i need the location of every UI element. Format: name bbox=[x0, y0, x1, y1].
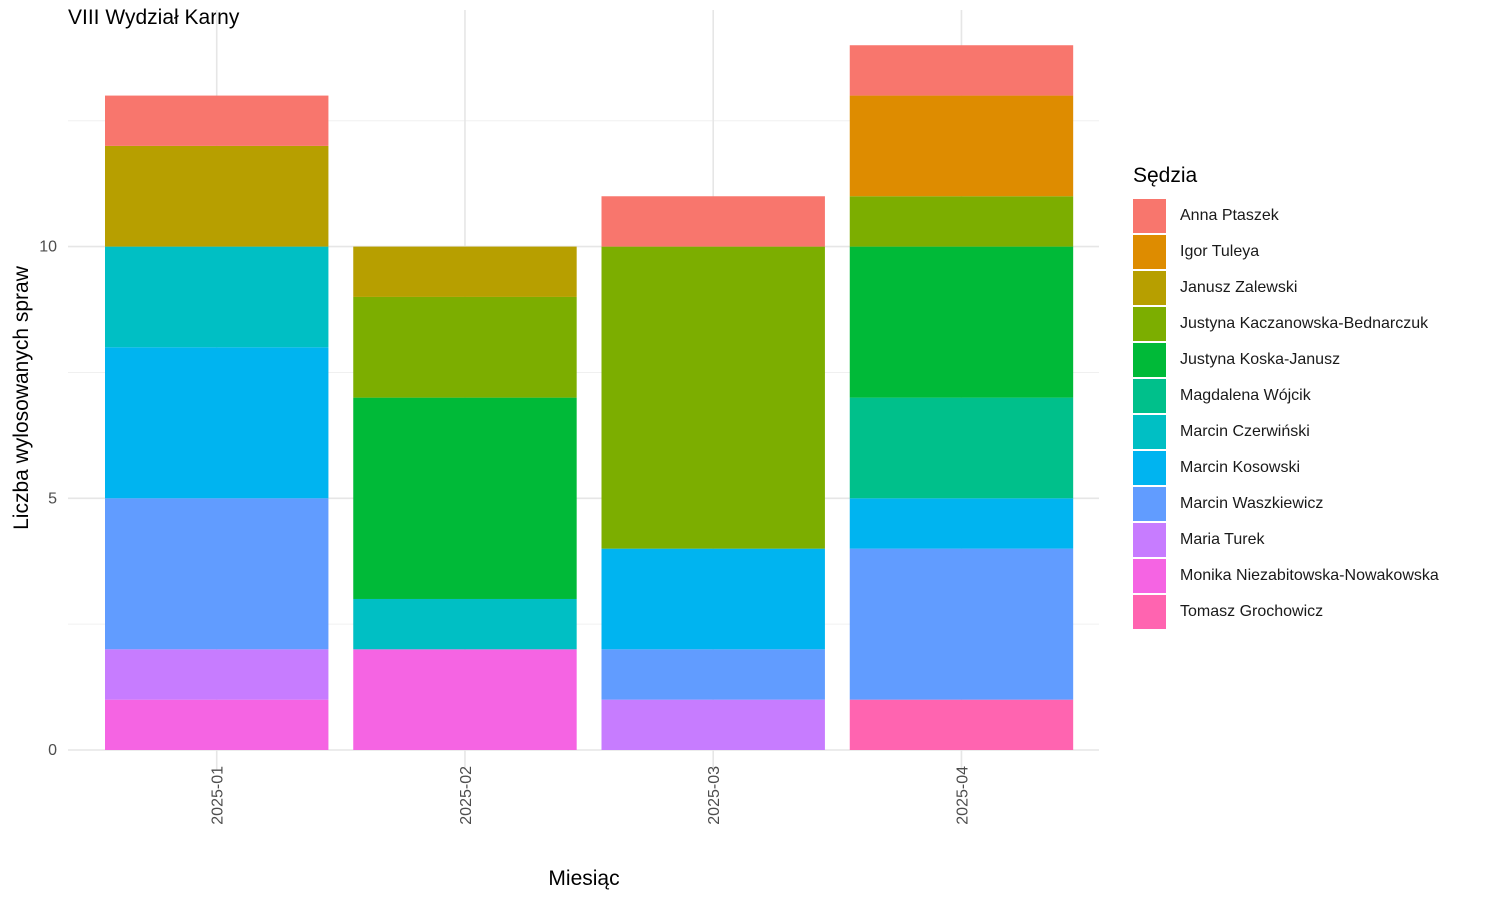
bar-segment bbox=[849, 246, 1074, 398]
legend-swatch bbox=[1133, 451, 1166, 485]
x-tick-label: 2025-04 bbox=[954, 766, 971, 825]
legend-item: Maria Turek bbox=[1133, 522, 1439, 558]
y-tick-labels: 0 5 10 bbox=[39, 239, 57, 759]
legend-item: Janusz Zalewski bbox=[1133, 270, 1439, 306]
legend-swatch bbox=[1133, 271, 1166, 305]
legend-item: Justyna Kaczanowska-Bednarczuk bbox=[1133, 306, 1439, 342]
legend-swatch bbox=[1133, 559, 1166, 593]
bar-segment bbox=[849, 397, 1074, 499]
legend-swatch bbox=[1133, 343, 1166, 377]
y-tick-label: 5 bbox=[48, 490, 57, 507]
x-tick-labels: 2025-01 2025-02 2025-03 2025-04 bbox=[210, 766, 972, 825]
legend-swatch bbox=[1133, 487, 1166, 521]
bar-segment bbox=[105, 246, 329, 348]
legend-swatch bbox=[1133, 523, 1166, 557]
bar-segment bbox=[105, 347, 329, 499]
bar-segment bbox=[353, 246, 577, 297]
bar-segment bbox=[849, 699, 1074, 750]
y-tick-label: 0 bbox=[48, 742, 57, 759]
legend-label: Igor Tuleya bbox=[1180, 243, 1260, 260]
legend-items: Anna Ptaszek Igor Tuleya Janusz Zalewski Ju… bbox=[1133, 198, 1439, 630]
legend-swatch bbox=[1133, 379, 1166, 413]
x-tick-label: 2025-01 bbox=[210, 766, 227, 825]
bar-segment bbox=[353, 598, 577, 650]
legend-label: Marcin Kosowski bbox=[1180, 459, 1301, 476]
legend-label: Anna Ptaszek bbox=[1180, 207, 1279, 224]
legend-item: Justyna Koska-Janusz bbox=[1133, 342, 1439, 378]
legend-title: Sędzia bbox=[1133, 164, 1198, 187]
bar-segment bbox=[601, 649, 825, 700]
legend-label: Justyna Kaczanowska-Bednarczuk bbox=[1180, 315, 1429, 332]
bar-segment bbox=[105, 145, 329, 247]
legend-label: Justyna Koska-Janusz bbox=[1180, 351, 1341, 368]
x-tick-label: 2025-03 bbox=[706, 766, 723, 825]
legend-label: Maria Turek bbox=[1180, 531, 1265, 548]
y-axis-label: Liczba wylosowanych spraw bbox=[10, 265, 33, 530]
bar-segment bbox=[105, 498, 329, 650]
bar-segment bbox=[353, 397, 577, 599]
legend-swatch bbox=[1133, 199, 1166, 233]
legend-item: Marcin Kosowski bbox=[1133, 450, 1439, 486]
legend-item: Igor Tuleya bbox=[1133, 234, 1439, 270]
bar-segment bbox=[105, 649, 329, 700]
legend-label: Magdalena Wójcik bbox=[1180, 387, 1311, 404]
legend-item: Magdalena Wójcik bbox=[1133, 378, 1439, 414]
x-axis-label: Miesiąc bbox=[548, 867, 619, 890]
legend-label: Monika Niezabitowska-Nowakowska bbox=[1180, 567, 1439, 584]
bar-segment bbox=[849, 45, 1074, 96]
bar-segment bbox=[601, 699, 825, 750]
bar-segment bbox=[105, 699, 329, 750]
bars-group bbox=[105, 45, 1074, 750]
legend: Sędzia Anna Ptaszek Igor Tuleya Janusz Zal… bbox=[1133, 164, 1439, 630]
bar-segment bbox=[849, 95, 1074, 197]
legend-item: Marcin Waszkiewicz bbox=[1133, 486, 1439, 522]
legend-label: Tomasz Grochowicz bbox=[1180, 603, 1324, 620]
legend-item: Marcin Czerwiński bbox=[1133, 414, 1439, 450]
bar-segment bbox=[849, 196, 1074, 247]
y-tick-label: 10 bbox=[39, 239, 57, 256]
legend-label: Marcin Czerwiński bbox=[1180, 423, 1310, 440]
legend-item: Monika Niezabitowska-Nowakowska bbox=[1133, 558, 1439, 594]
bar-segment bbox=[601, 196, 825, 247]
x-tick-label: 2025-02 bbox=[458, 766, 475, 825]
bar-segment bbox=[105, 95, 329, 146]
stacked-bar-chart: 0 5 10 2025-01 2025-02 2025-03 2025-04 Miesią… bbox=[10, 10, 1099, 890]
legend-swatch bbox=[1133, 415, 1166, 449]
bar-segment bbox=[353, 296, 577, 398]
bar-segment bbox=[353, 649, 577, 750]
legend-item: Anna Ptaszek bbox=[1133, 198, 1439, 234]
bar-segment bbox=[849, 498, 1074, 549]
legend-label: Marcin Waszkiewicz bbox=[1180, 495, 1324, 512]
legend-swatch bbox=[1133, 235, 1166, 269]
legend-item: Tomasz Grochowicz bbox=[1133, 594, 1439, 630]
bar-segment bbox=[601, 246, 825, 549]
legend-swatch bbox=[1133, 595, 1166, 629]
legend-swatch bbox=[1133, 307, 1166, 341]
chart-title: VIII Wydział Karny bbox=[68, 6, 240, 29]
legend-label: Janusz Zalewski bbox=[1180, 279, 1298, 296]
bar-segment bbox=[849, 548, 1074, 700]
bar-segment bbox=[601, 548, 825, 650]
